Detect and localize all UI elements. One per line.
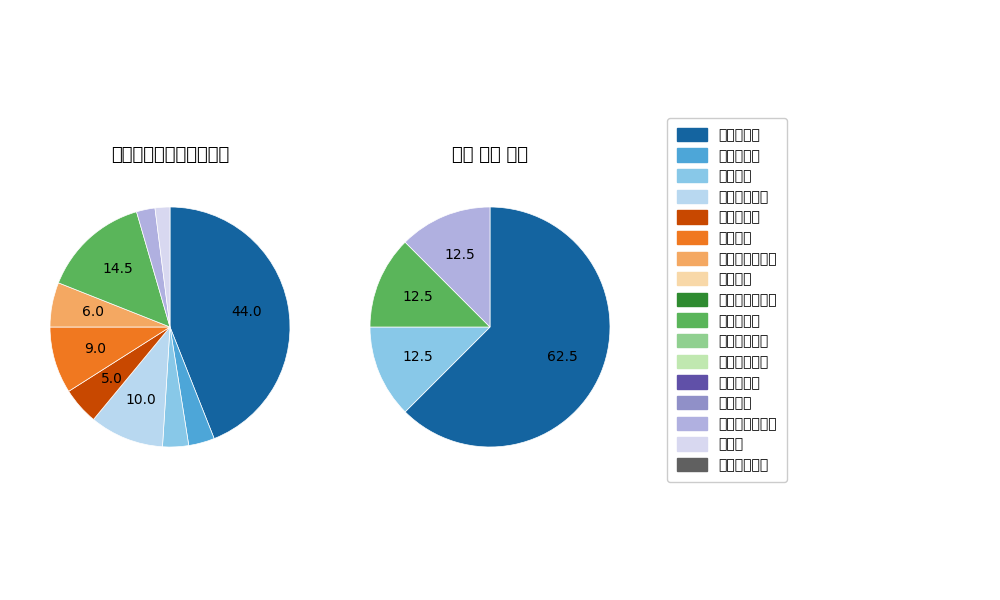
Title: 石川 雅規 選手: 石川 雅規 選手	[452, 146, 528, 164]
Wedge shape	[58, 212, 170, 327]
Text: 6.0: 6.0	[82, 305, 104, 319]
Wedge shape	[50, 283, 170, 327]
Wedge shape	[405, 207, 490, 327]
Wedge shape	[370, 327, 490, 412]
Text: 12.5: 12.5	[403, 350, 433, 364]
Text: 12.5: 12.5	[403, 290, 433, 304]
Wedge shape	[370, 242, 490, 327]
Wedge shape	[155, 207, 170, 327]
Wedge shape	[162, 327, 189, 447]
Wedge shape	[94, 327, 170, 447]
Wedge shape	[69, 327, 170, 419]
Wedge shape	[405, 207, 610, 447]
Legend: ストレート, ツーシーム, シュート, カットボール, スプリット, フォーク, チェンジアップ, シンカー, 高速スライダー, スライダー, 縦スライダー, : ストレート, ツーシーム, シュート, カットボール, スプリット, フォーク,…	[667, 118, 787, 482]
Title: セ・リーグ全プレイヤー: セ・リーグ全プレイヤー	[111, 146, 229, 164]
Wedge shape	[50, 327, 170, 391]
Text: 44.0: 44.0	[231, 305, 262, 319]
Text: 9.0: 9.0	[84, 342, 106, 356]
Text: 5.0: 5.0	[101, 371, 122, 386]
Text: 62.5: 62.5	[547, 350, 577, 364]
Wedge shape	[170, 327, 214, 446]
Wedge shape	[137, 208, 170, 327]
Text: 12.5: 12.5	[445, 248, 476, 262]
Wedge shape	[170, 207, 290, 439]
Text: 14.5: 14.5	[102, 262, 133, 277]
Text: 10.0: 10.0	[126, 392, 157, 407]
